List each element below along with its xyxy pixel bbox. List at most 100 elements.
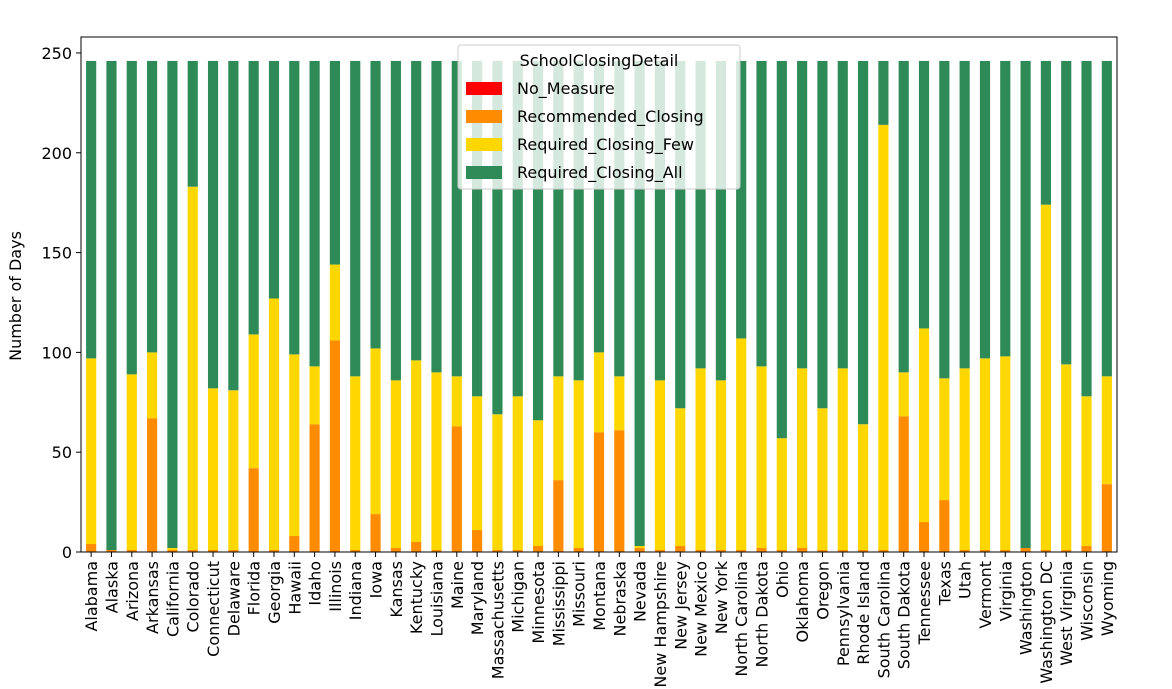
bar-segment-required-closing-all: [736, 60, 747, 339]
x-tick-label: South Carolina: [874, 561, 893, 678]
x-tick-label: Vermont: [976, 561, 995, 629]
x-tick-label: Florida: [245, 561, 264, 615]
bar-segment-required-closing-few: [411, 360, 422, 543]
y-tick-label: 100: [41, 343, 72, 362]
legend-items: No_Measure Recommended_Closing Required_Cl…: [466, 79, 704, 183]
x-tick-label: Ohio: [773, 561, 792, 598]
bar-segment-required-closing-all: [1020, 60, 1031, 549]
bar-segment-required-closing-all: [167, 60, 178, 549]
bar-segment-required-closing-all: [289, 60, 300, 355]
x-tick-label: Kentucky: [407, 561, 426, 634]
bar-segment-required-closing-few: [695, 368, 706, 551]
bar-segment-recommended-closing: [350, 550, 361, 552]
bar-segment-required-closing-all: [898, 60, 909, 373]
bar-segment-required-closing-all: [1101, 60, 1112, 377]
bar-segment-required-closing-few: [228, 390, 239, 551]
bar-segment-recommended-closing: [390, 548, 401, 552]
x-tick-label: Washington DC: [1037, 561, 1056, 684]
x-tick-label: Georgia: [265, 561, 284, 624]
bar-segment-required-closing-few: [1101, 376, 1112, 485]
x-tick-label: New Hampshire: [651, 561, 670, 688]
bar-segment-required-closing-all: [797, 60, 808, 369]
bar-segment-recommended-closing: [207, 550, 219, 552]
bar-segment-required-closing-all: [350, 60, 361, 377]
bar-segment-required-closing-few: [329, 264, 340, 341]
bar-segment-recommended-closing: [858, 550, 869, 552]
bar-segment-recommended-closing: [1081, 546, 1092, 552]
bar-segment-recommended-closing: [126, 550, 137, 552]
x-tick-label: Tennessee: [915, 561, 934, 645]
x-tick-label: Texas: [935, 561, 954, 606]
bar-segment-required-closing-all: [370, 60, 381, 349]
x-tick-label: New Mexico: [692, 561, 711, 657]
bar-segment-recommended-closing: [837, 550, 848, 552]
bar-segment-required-closing-all: [1040, 60, 1051, 205]
x-tick-label: Pennsylvania: [834, 561, 853, 666]
x-tick-label: Maine: [448, 561, 467, 609]
bar-segment-required-closing-few: [167, 548, 178, 551]
bar-segment-required-closing-few: [817, 408, 828, 551]
bar-segment-required-closing-all: [431, 60, 442, 373]
legend-label: Required_Closing_All: [517, 163, 683, 183]
bar-segment-required-closing-few: [959, 368, 970, 551]
bar-segment-required-closing-few: [268, 298, 280, 551]
bar-segment-required-closing-all: [492, 60, 503, 415]
bar-segment-recommended-closing: [918, 522, 930, 552]
bar-segment-required-closing-few: [309, 366, 320, 425]
bar-segment-required-closing-all: [654, 60, 666, 381]
x-tick-label: Rhode Island: [854, 561, 873, 665]
bar-segment-recommended-closing: [614, 430, 625, 552]
x-tick-label: Indiana: [346, 561, 365, 620]
x-tick-label: North Dakota: [753, 561, 772, 668]
x-tick-label: West Virginia: [1057, 561, 1076, 666]
x-tick-label: Maryland: [468, 561, 487, 635]
bar-segment-required-closing-all: [776, 60, 787, 439]
bar-segment-recommended-closing: [431, 550, 442, 552]
x-tick-label: Michigan: [509, 561, 528, 633]
bar-segment-required-closing-few: [634, 546, 645, 549]
bar-segment-required-closing-all: [268, 60, 280, 299]
bar-segment-recommended-closing: [411, 542, 422, 552]
y-tick-label: 150: [41, 244, 72, 263]
bar-segment-required-closing-few: [776, 438, 787, 551]
bar-segment-recommended-closing: [268, 550, 280, 552]
y-axis-label: Number of Days: [6, 231, 25, 361]
bar-segment-required-closing-few: [1040, 204, 1051, 551]
y-tick-label: 50: [52, 443, 72, 462]
bar-segment-required-closing-all: [390, 60, 401, 381]
bar-segment-recommended-closing: [797, 548, 808, 552]
bar-segment-required-closing-few: [1061, 364, 1072, 551]
x-tick-label: Oregon: [813, 561, 832, 620]
bar-segment-required-closing-few: [147, 352, 158, 419]
bar-segment-recommended-closing: [86, 544, 97, 552]
bar-segment-required-closing-few: [797, 368, 808, 549]
legend-swatch: [466, 166, 502, 179]
legend-label: Required_Closing_Few: [517, 135, 694, 155]
x-tick-label: Nebraska: [610, 561, 629, 636]
bar-segment-required-closing-all: [858, 60, 869, 425]
bar-segment-required-closing-all: [939, 60, 950, 379]
bar-segment-required-closing-all: [86, 60, 97, 359]
x-tick-label: South Dakota: [895, 561, 914, 669]
bar-segment-required-closing-all: [126, 60, 137, 375]
legend-swatch: [466, 82, 502, 95]
x-tick-label: Wisconsin: [1078, 561, 1097, 641]
legend-box: [457, 44, 741, 190]
bar-segment-recommended-closing: [776, 550, 787, 552]
legend-label: Recommended_Closing: [517, 107, 704, 127]
bar-segment-recommended-closing: [1000, 550, 1011, 552]
bar-segment-required-closing-all: [228, 60, 239, 391]
bar-segment-required-closing-few: [492, 414, 503, 551]
x-tick-label: New York: [712, 560, 731, 634]
legend-swatch: [466, 138, 502, 151]
bar-segment-required-closing-all: [512, 60, 523, 397]
bar-segment-required-closing-all: [634, 60, 645, 547]
bar-segment-required-closing-few: [736, 338, 747, 551]
bar-segment-recommended-closing: [715, 550, 726, 552]
legend: SchoolClosingDetail No_Measure Recommende…: [457, 44, 741, 190]
bar-segment-recommended-closing: [736, 550, 747, 552]
bar-segment-required-closing-few: [1081, 396, 1092, 547]
bar-segment-required-closing-all: [187, 60, 198, 187]
bar-segment-recommended-closing: [553, 480, 564, 552]
bar-segment-recommended-closing: [472, 530, 483, 552]
